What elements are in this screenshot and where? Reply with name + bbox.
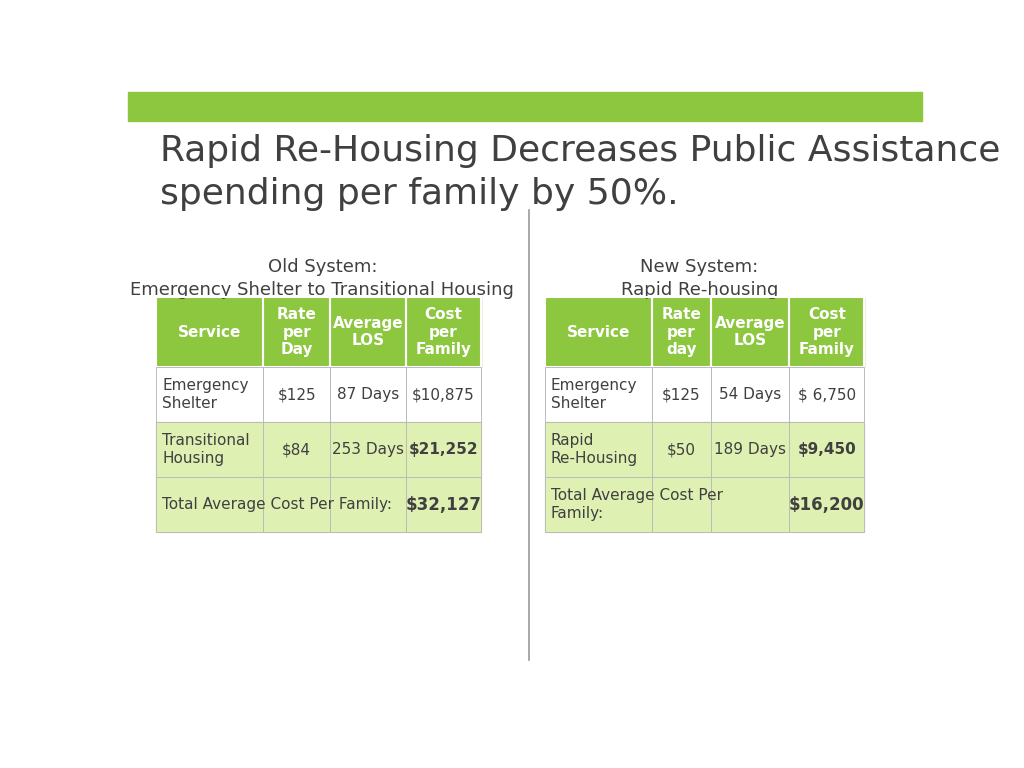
Bar — [712, 422, 790, 477]
Bar — [406, 367, 481, 422]
Bar — [790, 367, 864, 422]
Text: Rapid Re-Housing Decreases Public Assistance
spending per family by 50%.: Rapid Re-Housing Decreases Public Assist… — [160, 134, 1000, 211]
Bar — [545, 297, 652, 367]
Text: 253 Days: 253 Days — [332, 442, 404, 457]
Bar — [545, 297, 652, 367]
Bar — [545, 422, 652, 477]
Text: Service: Service — [566, 325, 630, 339]
Bar — [263, 367, 331, 422]
Bar — [263, 367, 331, 422]
Bar — [652, 422, 712, 477]
Text: Total Average Cost Per Family:: Total Average Cost Per Family: — [162, 497, 392, 512]
Bar — [331, 297, 406, 367]
Bar — [331, 297, 406, 367]
Bar — [331, 477, 406, 532]
Bar — [652, 477, 712, 532]
Text: $84: $84 — [283, 442, 311, 457]
Text: $ 6,750: $ 6,750 — [798, 387, 856, 402]
Text: $21,252: $21,252 — [409, 442, 478, 457]
Bar — [545, 477, 652, 532]
Text: Transitional
Housing: Transitional Housing — [162, 433, 250, 466]
Bar — [790, 422, 864, 477]
Bar — [156, 477, 263, 532]
Bar — [652, 367, 712, 422]
Bar — [156, 297, 263, 367]
Bar — [545, 367, 652, 422]
Text: Rapid
Re-Housing: Rapid Re-Housing — [551, 433, 638, 466]
Text: $10,875: $10,875 — [412, 387, 475, 402]
Bar — [156, 297, 263, 367]
Bar — [790, 477, 864, 532]
Bar — [652, 422, 712, 477]
Bar — [790, 297, 864, 367]
Bar — [652, 297, 712, 367]
Bar — [712, 367, 790, 422]
Text: Cost
per
Family: Cost per Family — [416, 307, 471, 357]
Text: 189 Days: 189 Days — [714, 442, 786, 457]
Text: Cost
per
Family: Cost per Family — [799, 307, 855, 357]
Text: Rate
per
day: Rate per day — [662, 307, 701, 357]
Bar — [545, 422, 652, 477]
Text: Old System:
Emergency Shelter to Transitional Housing: Old System: Emergency Shelter to Transit… — [130, 258, 514, 300]
Bar — [406, 297, 481, 367]
Bar — [156, 422, 263, 477]
Bar — [790, 297, 864, 367]
Text: $125: $125 — [663, 387, 700, 402]
Text: Emergency
Shelter: Emergency Shelter — [162, 379, 249, 411]
Text: $32,127: $32,127 — [406, 495, 481, 514]
Bar — [156, 422, 263, 477]
Bar — [712, 367, 790, 422]
Text: Emergency
Shelter: Emergency Shelter — [551, 379, 638, 411]
Bar — [331, 367, 406, 422]
Bar — [331, 422, 406, 477]
Text: $50: $50 — [667, 442, 696, 457]
Bar — [652, 367, 712, 422]
Bar — [406, 297, 481, 367]
Bar — [156, 477, 263, 532]
Text: Average
LOS: Average LOS — [333, 316, 403, 349]
Text: 87 Days: 87 Days — [337, 387, 399, 402]
Text: Service: Service — [177, 325, 241, 339]
Bar — [790, 422, 864, 477]
Bar — [790, 477, 864, 532]
Bar — [406, 422, 481, 477]
Bar — [128, 92, 922, 121]
Bar — [156, 367, 263, 422]
Text: $16,200: $16,200 — [788, 495, 864, 514]
Text: Average
LOS: Average LOS — [715, 316, 785, 349]
Bar — [790, 367, 864, 422]
Bar — [263, 422, 331, 477]
Text: $9,450: $9,450 — [798, 442, 856, 457]
Bar — [263, 477, 331, 532]
Bar — [712, 297, 790, 367]
Text: $125: $125 — [278, 387, 316, 402]
Text: New System:
Rapid Re-housing: New System: Rapid Re-housing — [621, 258, 778, 300]
Bar — [156, 367, 263, 422]
Bar — [331, 477, 406, 532]
Bar — [263, 297, 331, 367]
Text: 54 Days: 54 Days — [719, 387, 781, 402]
Bar — [406, 477, 481, 532]
Text: Total Average Cost Per
Family:: Total Average Cost Per Family: — [551, 488, 723, 521]
Bar — [712, 297, 790, 367]
Bar — [545, 477, 652, 532]
Bar — [545, 367, 652, 422]
Bar — [263, 422, 331, 477]
Bar — [331, 367, 406, 422]
Bar — [712, 477, 790, 532]
Bar — [406, 477, 481, 532]
Bar — [331, 422, 406, 477]
Bar — [712, 477, 790, 532]
Bar — [712, 422, 790, 477]
Bar — [652, 297, 712, 367]
Text: Rate
per
Day: Rate per Day — [276, 307, 316, 357]
Bar — [263, 477, 331, 532]
Bar — [652, 477, 712, 532]
Bar — [406, 367, 481, 422]
Bar — [263, 297, 331, 367]
Bar — [406, 422, 481, 477]
